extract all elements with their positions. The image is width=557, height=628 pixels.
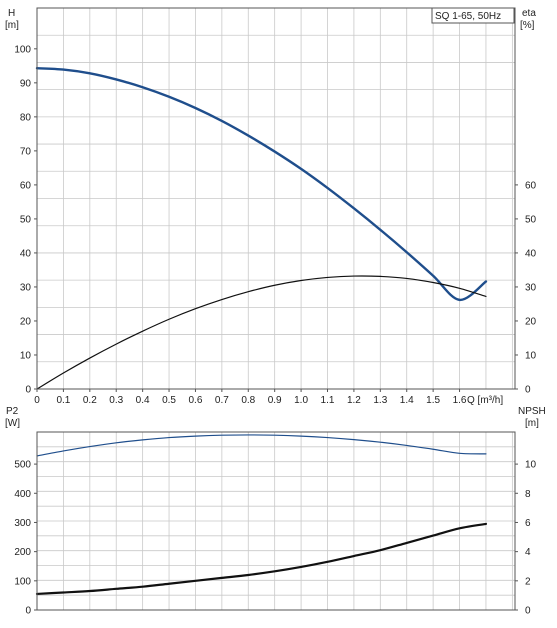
right-tick-label: 0 xyxy=(525,606,531,617)
x-tick-label: 0.6 xyxy=(188,395,202,406)
left-tick-label: 80 xyxy=(20,112,32,123)
x-tick-label: 0.7 xyxy=(215,395,229,406)
bottom-left-ticks: 0 100 200 300 400 500 xyxy=(14,460,37,617)
left-tick-label: 40 xyxy=(20,248,32,259)
x-tick-label: 1.1 xyxy=(321,395,335,406)
top-right-axis-label: eta xyxy=(522,8,536,19)
x-tick-label: 1.6 xyxy=(453,395,467,406)
top-left-axis-label: H xyxy=(8,8,15,19)
left-tick-label: 20 xyxy=(20,316,32,327)
top-right-ticks: 0 10 20 30 40 50 60 xyxy=(515,180,537,396)
left-tick-label: 300 xyxy=(14,518,31,529)
bottom-series xyxy=(35,434,488,596)
left-tick-label: 0 xyxy=(25,606,31,617)
x-tick-label: 0.1 xyxy=(56,395,70,406)
bottom-plot-frame xyxy=(36,431,516,611)
series-line xyxy=(36,434,487,457)
right-tick-label: 6 xyxy=(525,518,531,529)
left-tick-label: 60 xyxy=(20,180,32,191)
series-line xyxy=(35,67,488,302)
bottom-left-axis-label: P2 xyxy=(6,406,19,417)
top-left-axis-unit: [m] xyxy=(5,20,19,31)
top-left-ticks: 0 10 20 30 40 50 60 70 80 90 100 xyxy=(14,44,37,396)
x-tick-label: 0.2 xyxy=(83,395,97,406)
left-tick-label: 70 xyxy=(20,146,32,157)
left-tick-label: 400 xyxy=(14,489,31,500)
left-tick-label: 90 xyxy=(20,78,32,89)
right-tick-label: 8 xyxy=(525,489,531,500)
x-tick-label: 0.3 xyxy=(109,395,123,406)
top-grid xyxy=(37,8,515,389)
left-tick-label: 0 xyxy=(25,385,31,396)
right-tick-label: 60 xyxy=(525,180,537,191)
right-tick-label: 4 xyxy=(525,547,531,558)
top-plot-frame xyxy=(36,7,516,390)
right-tick-label: 40 xyxy=(525,248,537,259)
top-right-axis-unit: [%] xyxy=(520,20,535,31)
x-tick-label: 0.8 xyxy=(241,395,255,406)
x-axis-label: Q [m³/h] xyxy=(467,395,503,406)
right-tick-label: 2 xyxy=(525,576,531,587)
x-tick-label: 1.5 xyxy=(426,395,440,406)
bottom-grid xyxy=(37,432,515,610)
top-series xyxy=(35,67,488,390)
left-tick-label: 200 xyxy=(14,547,31,558)
left-tick-label: 100 xyxy=(14,576,31,587)
series-line xyxy=(35,522,488,596)
x-tick-label: 1.0 xyxy=(294,395,308,406)
x-tick-label: 0 xyxy=(34,395,40,406)
right-tick-label: 20 xyxy=(525,316,537,327)
left-tick-label: 500 xyxy=(14,460,31,471)
right-tick-label: 10 xyxy=(525,460,537,471)
bottom-right-axis-unit: [m] xyxy=(525,418,539,429)
left-tick-label: 100 xyxy=(14,44,31,55)
x-tick-label: 1.2 xyxy=(347,395,361,406)
right-tick-label: 30 xyxy=(525,282,537,293)
chart-title-box xyxy=(431,7,515,24)
left-tick-label: 10 xyxy=(20,350,32,361)
right-tick-label: 10 xyxy=(525,350,537,361)
bottom-panel: 0 100 200 300 400 500 0 2 4 6 8 10 P2 [W] NPSH [m] xyxy=(5,406,546,617)
top-x-ticks: 0 0.1 0.2 0.3 0.4 0.5 0.6 0.7 0.8 0.9 1.0 1.1 1.2 1.3… xyxy=(34,389,467,406)
right-tick-label: 50 xyxy=(525,214,537,225)
top-panel: 0 10 20 30 40 50 60 70 80 90 100 0 10 20 30 40 50 60 0 0.… xyxy=(5,7,537,406)
left-tick-label: 50 xyxy=(20,214,32,225)
x-tick-label: 1.4 xyxy=(400,395,414,406)
right-tick-label: 0 xyxy=(525,385,531,396)
x-tick-label: 1.3 xyxy=(373,395,387,406)
series-line xyxy=(36,275,487,390)
x-tick-label: 0.5 xyxy=(162,395,176,406)
x-tick-label: 0.4 xyxy=(136,395,150,406)
bottom-right-ticks: 0 2 4 6 8 10 xyxy=(515,460,537,617)
x-tick-label: 0.9 xyxy=(268,395,282,406)
bottom-right-axis-label: NPSH xyxy=(518,406,546,417)
left-tick-label: 30 xyxy=(20,282,32,293)
chart-title: SQ 1-65, 50Hz xyxy=(435,11,501,22)
bottom-left-axis-unit: [W] xyxy=(5,418,20,429)
